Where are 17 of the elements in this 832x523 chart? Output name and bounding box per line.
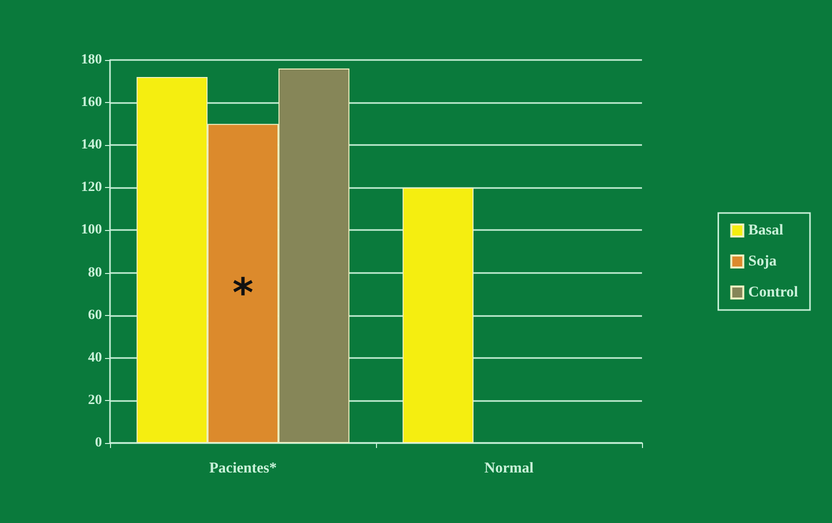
y-tick-label: 40 <box>88 350 102 366</box>
y-tick-label: 100 <box>81 222 102 238</box>
y-tick-label: 180 <box>81 52 102 68</box>
y-tick-label: 80 <box>88 265 102 280</box>
bar <box>402 188 474 443</box>
x-tick-label: Normal <box>484 460 534 476</box>
y-tick-label: 120 <box>81 180 102 196</box>
y-tick-label: 0 <box>95 436 102 450</box>
y-tick-label: 60 <box>88 308 102 323</box>
y-tick-label: 160 <box>81 95 102 110</box>
legend-label: Basal <box>748 222 784 238</box>
legend-label: Control <box>748 284 798 300</box>
legend-label: Soja <box>748 254 778 270</box>
annotation: * <box>232 270 254 316</box>
y-tick-label: 20 <box>88 392 102 408</box>
y-tick-label: 140 <box>81 138 102 153</box>
x-tick-label: Pacientes* <box>209 460 277 476</box>
